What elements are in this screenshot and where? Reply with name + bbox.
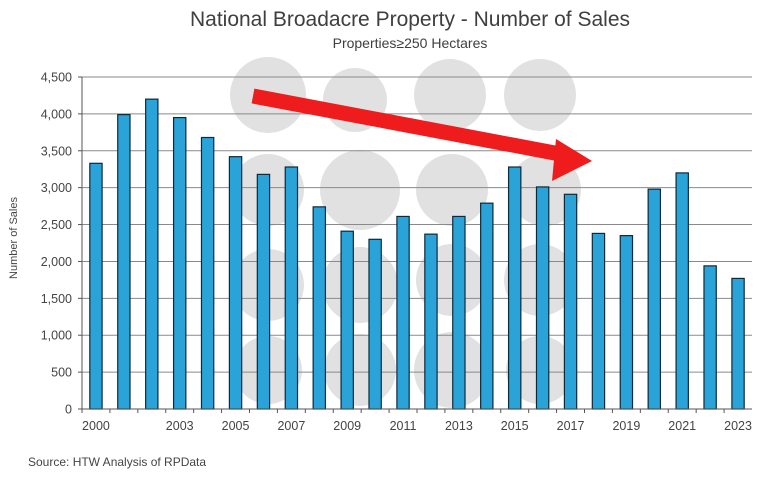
x-tick-label: 2019 (612, 419, 640, 433)
bar-2010 (368, 238, 382, 410)
y-axis-ticks: 0 500 1,000 1,500 2,000 2,500 3,000 3,500 4,000 4… (41, 71, 82, 417)
bar-2018 (591, 232, 606, 410)
y-tick-label: 1,500 (41, 292, 72, 306)
bar-2015 (507, 166, 522, 410)
bar-2009 (340, 230, 354, 410)
x-tick-label: 2011 (390, 419, 417, 433)
bar-2007 (284, 166, 299, 410)
bars (89, 98, 745, 410)
x-tick-label: 2017 (557, 419, 585, 433)
bar-2005 (228, 156, 243, 410)
y-tick-label: 3,500 (41, 144, 72, 158)
x-tick-label: 2000 (82, 419, 110, 433)
bar-2002 (145, 98, 159, 410)
bar-2011 (396, 215, 410, 410)
gridlines (82, 76, 752, 373)
x-tick-label: 2021 (668, 419, 696, 433)
source-note: Source: HTW Analysis of RPData (28, 455, 206, 469)
bar-2006 (256, 173, 271, 410)
y-tick-label: 4,500 (41, 71, 72, 85)
y-tick-label: 2,000 (41, 255, 72, 269)
y-tick-label: 1,000 (41, 329, 72, 343)
y-tick-label: 4,000 (41, 107, 72, 121)
x-axis-ticks: 2000 2003 2005 2007 2009 2011 2013 2015 2017 2019… (81, 409, 752, 433)
x-tick-label: 2015 (501, 419, 529, 433)
bar-2020 (647, 188, 662, 410)
bar-2004 (200, 136, 215, 410)
bar-2003 (172, 116, 187, 410)
bar-2014 (480, 202, 494, 410)
bar-2022 (703, 265, 717, 410)
x-tick-label: 2005 (222, 419, 250, 433)
x-tick-label: 2009 (333, 419, 361, 433)
y-axis-label: Number of Sales (8, 197, 20, 279)
x-tick-label: 2013 (445, 419, 473, 433)
y-tick-label: 0 (65, 403, 72, 417)
x-tick-label: 2023 (724, 419, 752, 433)
trend-arrow (251, 88, 592, 181)
bar-2008 (312, 206, 327, 410)
bar-2023 (731, 277, 745, 410)
chart-subtitle: Properties≥250 Hectares (333, 35, 488, 51)
y-tick-label: 3,000 (41, 181, 72, 195)
y-tick-label: 2,500 (41, 218, 72, 232)
bar-2021 (675, 172, 689, 410)
bar-2016 (535, 186, 550, 410)
bar-2001 (117, 114, 131, 410)
bar-2000 (89, 162, 103, 410)
bar-2017 (563, 193, 578, 410)
bar-2019 (619, 235, 634, 410)
bar-2012 (424, 233, 438, 410)
bar-2013 (452, 215, 466, 410)
chart-title: National Broadacre Property - Number of … (190, 8, 630, 31)
y-tick-label: 500 (51, 366, 72, 380)
x-tick-label: 2003 (166, 419, 194, 433)
x-tick-label: 2007 (277, 419, 305, 433)
